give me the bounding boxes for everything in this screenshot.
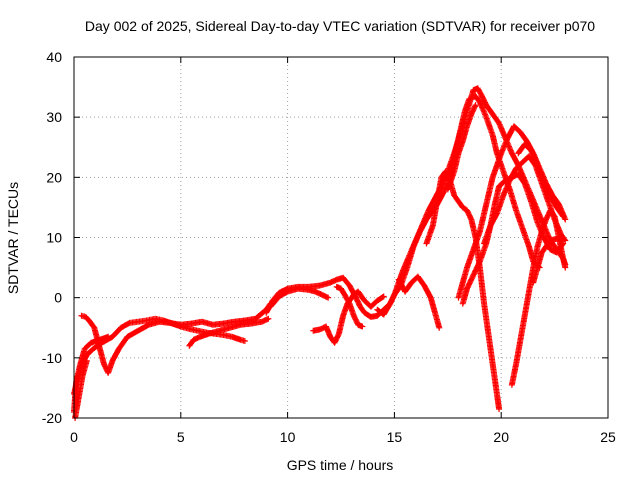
series-track-7	[267, 285, 332, 310]
y-tick-label: 0	[54, 290, 62, 306]
data-marks	[71, 85, 569, 421]
x-tick-label: 20	[493, 429, 509, 445]
series-track-18	[508, 207, 569, 388]
data-point-marks	[423, 168, 503, 412]
x-axis-ticks: 0 5 10 15 20 25	[70, 57, 616, 445]
data-point-marks	[78, 300, 274, 376]
y-axis-ticks: -20 -10 0 10 20 30 40	[42, 49, 608, 426]
data-point-marks	[530, 235, 567, 286]
chart-title: Day 002 of 2025, Sidereal Day-to-day VTE…	[85, 18, 595, 34]
grid	[74, 57, 608, 418]
x-tick-label: 0	[70, 429, 78, 445]
x-tick-label: 5	[177, 429, 185, 445]
series-track-8	[310, 288, 387, 346]
data-point-marks	[333, 283, 366, 330]
series-track-4	[78, 300, 274, 376]
series-track-12	[395, 273, 443, 331]
y-tick-label: 20	[46, 169, 62, 185]
data-point-marks	[444, 102, 479, 193]
x-tick-label: 15	[387, 429, 403, 445]
series-track-19	[530, 235, 567, 286]
y-tick-label: 30	[46, 109, 62, 125]
y-axis-label: SDTVAR / TECUs	[5, 182, 21, 294]
series-track-20	[515, 141, 567, 220]
y-tick-label: -20	[42, 410, 62, 426]
x-tick-label: 25	[600, 429, 616, 445]
data-point-marks	[508, 207, 569, 388]
series-track-9	[333, 283, 366, 330]
data-point-marks	[186, 315, 272, 349]
data-point-marks	[310, 288, 387, 346]
series-track-5	[186, 315, 272, 349]
x-axis-label: GPS time / hours	[287, 457, 394, 473]
series-track-13	[423, 168, 503, 412]
data-point-marks	[395, 273, 443, 331]
data-point-marks	[515, 141, 567, 220]
data-point-marks	[267, 285, 332, 310]
y-tick-label: 10	[46, 230, 62, 246]
y-tick-label: -10	[42, 350, 62, 366]
x-tick-label: 10	[280, 429, 296, 445]
y-tick-label: 40	[46, 49, 62, 65]
series-track-14	[444, 102, 479, 193]
